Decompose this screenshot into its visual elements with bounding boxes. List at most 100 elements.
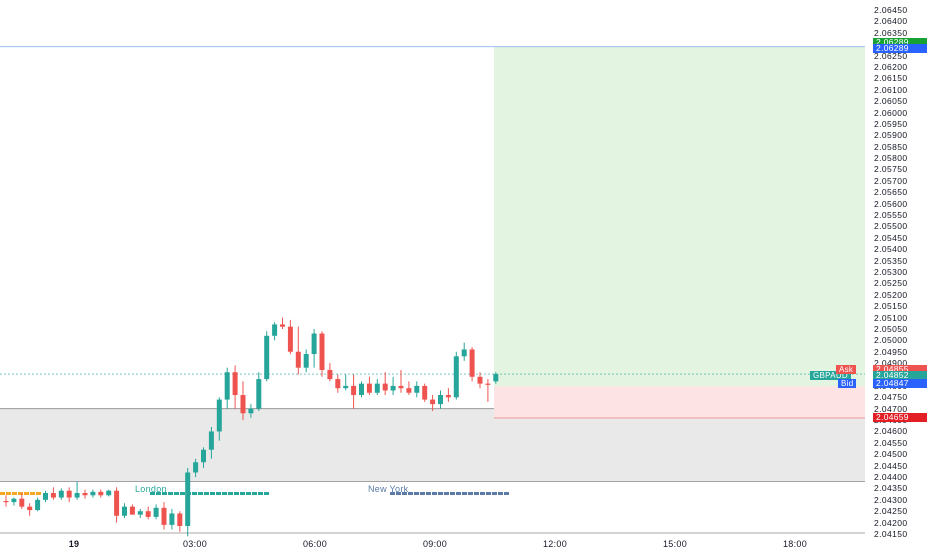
candle-body <box>406 388 412 393</box>
price-tick-label: 2.04700 <box>874 403 908 414</box>
price-tick-label: 2.05250 <box>874 278 908 289</box>
asian-session-bar <box>18 492 23 495</box>
price-tick-label: 2.05800 <box>874 153 908 164</box>
candle-body <box>58 490 64 498</box>
candle-body <box>137 511 143 515</box>
candle-body <box>493 374 499 382</box>
candle-body <box>335 379 341 389</box>
new-york-session-bar <box>444 492 449 495</box>
new-york-session-bar <box>450 492 455 495</box>
new-york-session-bar <box>396 492 401 495</box>
candle-body <box>327 369 333 380</box>
candle-body <box>11 498 17 503</box>
chart-pane[interactable]: London New York GBPAUD Ask Bid <box>0 0 865 538</box>
candle-body <box>382 383 388 391</box>
candle-body <box>485 383 491 385</box>
candle-body <box>201 449 206 463</box>
candle-body <box>438 395 443 405</box>
price-tick-label: 2.06400 <box>874 16 908 27</box>
price-tick-label: 2.06100 <box>874 84 908 95</box>
new-york-session-bar <box>426 492 431 495</box>
london-session-bar <box>198 492 203 495</box>
price-tick-label: 2.06350 <box>874 27 908 38</box>
candle-body <box>185 472 191 527</box>
london-session-bar <box>228 492 233 495</box>
candle-body <box>122 506 127 516</box>
price-tick-label: 2.05350 <box>874 255 908 266</box>
new-york-session-bar <box>480 492 485 495</box>
price-tick-label: 2.04300 <box>874 494 908 505</box>
price-tick-label: 2.04250 <box>874 506 908 517</box>
new-york-session-bar <box>462 492 467 495</box>
price-tick-label: 2.06450 <box>874 5 908 15</box>
price-tick-label: 2.05600 <box>874 198 908 209</box>
asian-session-bar <box>24 492 29 495</box>
candle-body <box>74 492 80 498</box>
london-session-bar <box>156 492 161 495</box>
price-tick-label: 2.04950 <box>874 346 908 357</box>
candle-body <box>374 383 380 393</box>
price-tick-label: 2.05050 <box>874 323 908 334</box>
candle-body <box>145 511 151 517</box>
london-session-bar <box>168 492 173 495</box>
price-tick-label: 2.04350 <box>874 483 908 494</box>
ask-price-badge: 2.04855 <box>873 365 927 374</box>
last-price-badge: 2.04852 <box>873 371 927 380</box>
candle-body <box>153 507 159 517</box>
candle-body <box>27 506 33 511</box>
price-tick-label: 2.04500 <box>874 449 908 460</box>
session-label-new-york: New York <box>368 484 409 494</box>
candle-body <box>3 500 9 503</box>
price-tick-label: 2.06250 <box>874 50 908 61</box>
london-session-bar <box>222 492 227 495</box>
price-tick-label: 2.05400 <box>874 244 908 255</box>
price-tick-label: 2.05950 <box>874 118 908 129</box>
new-york-session-bar <box>456 492 461 495</box>
price-tick-label: 2.05000 <box>874 335 908 346</box>
candle-body <box>169 513 175 525</box>
london-session-bar <box>240 492 245 495</box>
candle-body <box>351 385 357 396</box>
price-tick-label: 2.04600 <box>874 426 908 437</box>
new-york-session-bar <box>402 492 407 495</box>
new-york-session-bar <box>408 492 413 495</box>
asian-session-bar <box>30 492 35 495</box>
candle-body <box>193 462 199 473</box>
price-tick-label: 2.04900 <box>874 358 908 369</box>
session-label-london: London <box>135 484 167 494</box>
candle-body <box>414 385 420 393</box>
candle-body <box>303 354 309 368</box>
candle-body <box>453 356 459 398</box>
candle-body <box>390 385 396 391</box>
price-tick-label: 2.05500 <box>874 221 908 232</box>
candle-body <box>208 431 214 450</box>
new-york-session-bar <box>468 492 473 495</box>
price-axis[interactable]: 2.064502.064002.063502.063002.062502.062… <box>865 0 932 539</box>
candle-body <box>366 383 372 393</box>
london-session-bar <box>204 492 209 495</box>
candle-body <box>398 385 404 389</box>
price-tick-label: 2.04150 <box>874 529 908 539</box>
new-york-session-bar <box>486 492 491 495</box>
bid-price-badge: 2.04847 <box>873 379 927 388</box>
new-york-session-bar <box>438 492 443 495</box>
candle-body <box>50 492 56 498</box>
price-tick-label: 2.06150 <box>874 73 908 84</box>
candlestick-chart[interactable] <box>0 0 865 538</box>
time-tick-label: 03:00 <box>182 539 208 549</box>
candle-body <box>240 395 246 414</box>
candle-body <box>19 498 25 507</box>
candle-body <box>216 399 222 432</box>
time-tick-label: 19 <box>68 539 80 549</box>
candle-body <box>469 349 475 377</box>
asian-session-bar <box>6 492 11 495</box>
time-axis[interactable]: 19 03:00 06:00 09:00 12:00 15:00 18:00 <box>0 538 865 550</box>
candle-body <box>98 491 104 496</box>
candle-body <box>161 507 167 525</box>
london-session-bar <box>216 492 221 495</box>
price-tick-label: 2.05550 <box>874 210 908 221</box>
price-tick-label: 2.05300 <box>874 267 908 277</box>
candle-body <box>311 333 317 355</box>
london-session-bar <box>252 492 257 495</box>
candle-body <box>90 491 96 496</box>
